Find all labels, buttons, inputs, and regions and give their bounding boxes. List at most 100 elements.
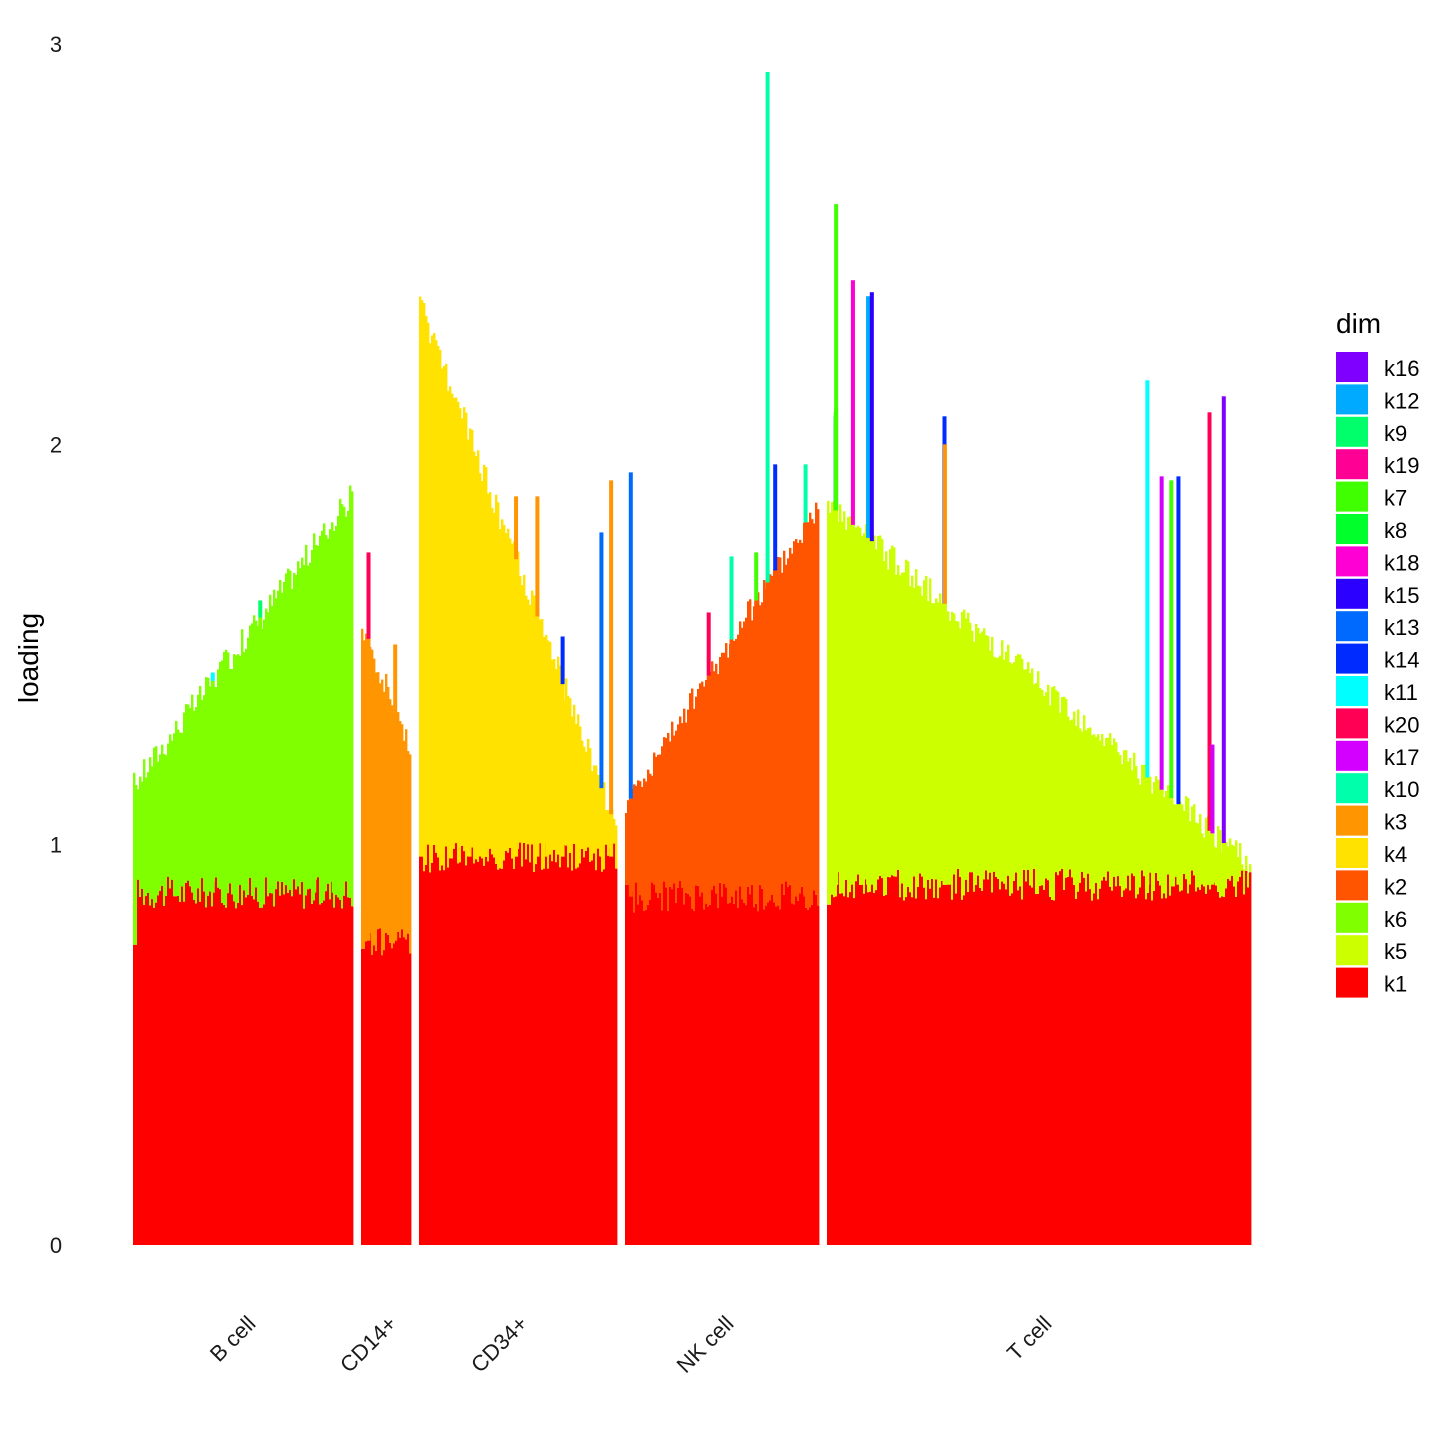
bar-k5 xyxy=(857,525,860,875)
bar-k5 xyxy=(1117,752,1120,877)
bar-k1 xyxy=(787,886,790,1245)
bar-k1 xyxy=(481,858,484,1245)
bar-k1 xyxy=(201,878,204,1245)
bar-k1 xyxy=(755,903,758,1245)
bar-k1 xyxy=(855,881,858,1245)
bar-k1 xyxy=(975,884,978,1245)
bar-k1 xyxy=(585,850,588,1245)
spike-k5 xyxy=(866,537,871,885)
bar-k6 xyxy=(155,746,158,903)
bar-k1 xyxy=(1049,896,1052,1245)
bar-k5 xyxy=(1035,682,1038,895)
bar-k1 xyxy=(1197,887,1200,1245)
bar-k5 xyxy=(939,593,942,888)
bar-k1 xyxy=(271,893,274,1245)
bar-k1 xyxy=(961,899,964,1245)
bar-k1 xyxy=(931,878,934,1245)
bar-k6 xyxy=(257,626,260,902)
spike-k5 xyxy=(1159,789,1164,885)
bar-k1 xyxy=(277,881,280,1245)
bar-k1 xyxy=(1231,875,1234,1245)
bar-k1 xyxy=(231,894,234,1245)
bar-k1 xyxy=(453,848,456,1245)
bar-k1 xyxy=(965,879,968,1245)
bar-k4 xyxy=(581,740,584,850)
bar-k1 xyxy=(1091,900,1094,1245)
bar-k1 xyxy=(593,853,596,1245)
bar-k1 xyxy=(693,911,696,1245)
bar-k1 xyxy=(1103,876,1106,1245)
bar-k5 xyxy=(989,650,992,873)
bar-k1 xyxy=(979,888,982,1245)
spike-k2 xyxy=(754,600,759,897)
bar-k2 xyxy=(811,519,814,905)
bar-k1 xyxy=(653,884,656,1245)
bar-k5 xyxy=(1029,673,1032,886)
bar-k5 xyxy=(1229,838,1232,881)
bar-k1 xyxy=(1165,898,1168,1245)
bar-k5 xyxy=(935,598,938,880)
bar-k6 xyxy=(191,694,194,893)
bar-k1 xyxy=(731,888,734,1245)
bar-k1 xyxy=(699,896,702,1245)
bar-k2 xyxy=(809,512,812,908)
bar-k1 xyxy=(1159,885,1162,1245)
bar-k1 xyxy=(665,887,668,1245)
bar-k2 xyxy=(745,617,748,906)
bar-k2 xyxy=(641,786,644,901)
bar-k5 xyxy=(1107,737,1110,872)
bar-k5 xyxy=(1041,689,1044,886)
bar-k1 xyxy=(789,884,792,1245)
bar-k4 xyxy=(575,723,578,869)
bar-k1 xyxy=(1241,870,1244,1245)
legend-label-k16: k16 xyxy=(1384,356,1419,381)
bar-k1 xyxy=(1139,887,1142,1245)
bar-k1 xyxy=(897,869,900,1245)
bar-k1 xyxy=(775,906,778,1245)
spike-k14 xyxy=(1176,476,1181,805)
bar-k4 xyxy=(525,595,528,860)
bar-k2 xyxy=(727,657,730,904)
bar-k1 xyxy=(871,870,874,1245)
bar-k5 xyxy=(955,620,958,894)
y-axis: 0 1 2 3 xyxy=(50,32,62,1258)
bar-k1 xyxy=(811,904,814,1245)
bar-k6 xyxy=(277,590,280,882)
bar-k5 xyxy=(1059,712,1062,872)
bar-k5 xyxy=(987,636,990,880)
bar-k2 xyxy=(793,541,796,905)
bar-k6 xyxy=(289,570,292,890)
bar-k5 xyxy=(1037,671,1040,894)
bar-k1 xyxy=(643,910,646,1245)
bar-k1 xyxy=(1033,868,1036,1245)
bar-k6 xyxy=(159,754,162,892)
bar-k1 xyxy=(177,895,180,1245)
bar-k5 xyxy=(957,621,960,869)
bar-k1 xyxy=(889,877,892,1245)
bar-k5 xyxy=(1215,847,1218,886)
bar-k6 xyxy=(251,623,254,896)
bar-k5 xyxy=(963,609,966,896)
bar-k5 xyxy=(1053,686,1056,901)
bar-k4 xyxy=(615,825,618,869)
bar-k1 xyxy=(587,847,590,1245)
bar-k1 xyxy=(751,884,754,1245)
bar-k1 xyxy=(849,892,852,1245)
bar-k6 xyxy=(181,732,184,887)
bar-k5 xyxy=(1189,821,1192,885)
bar-k2 xyxy=(795,539,798,897)
bar-k6 xyxy=(247,637,250,896)
bar-k5 xyxy=(1083,715,1086,878)
bar-k5 xyxy=(1237,857,1240,882)
y-tick-label: 0 xyxy=(50,1233,62,1258)
bar-k1 xyxy=(1173,886,1176,1245)
bar-k4 xyxy=(571,716,574,871)
bar-k4 xyxy=(551,659,554,862)
bar-k1 xyxy=(677,887,680,1245)
bar-k1 xyxy=(419,836,422,1245)
bar-k1 xyxy=(425,864,428,1245)
bar-k1 xyxy=(1063,889,1066,1245)
bar-k4 xyxy=(435,340,438,853)
bar-k1 xyxy=(427,844,430,1245)
